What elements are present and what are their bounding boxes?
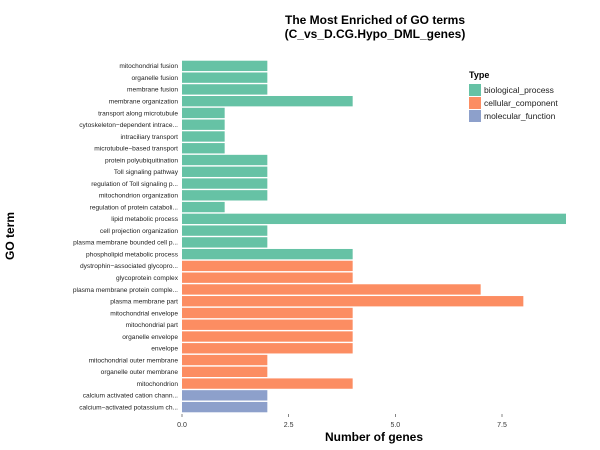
bars-group [182,60,566,413]
category-label: glycoprotein complex [116,275,179,282]
category-label: cell projection organization [100,228,178,235]
category-label: mitochondrion organization [99,193,179,200]
legend: Type biological_process cellular_componen… [469,70,558,122]
bar [182,260,353,272]
category-label: mitochondrial fusion [119,63,178,70]
category-label: mitochondrial part [126,322,179,329]
bar [182,390,268,401]
bar [182,331,353,342]
category-label: organelle outer membrane [101,369,179,376]
category-label: protein polyubiquitination [105,157,178,164]
category-label: plasma membrane protein comple... [73,287,178,294]
category-label: transport along microtubule [98,110,178,117]
category-label: Toll signaling pathway [114,169,179,176]
legend-swatch [469,110,481,122]
category-label: mitochondrial envelope [110,310,178,317]
bar [182,178,268,189]
bar [182,201,225,213]
category-labels: mitochondrial fusion organelle fusion memb… [73,63,179,411]
bar [182,72,268,83]
x-tick-label: 2.5 [284,422,294,429]
bar [182,96,353,107]
category-label: membrane organization [109,98,179,105]
category-label: phospholipid metabolic process [86,251,179,258]
legend-label: biological_process [484,85,554,95]
bar [182,107,225,119]
bar [182,366,268,377]
category-label: mitochondrial outer membrane [89,357,179,364]
category-label: organelle envelope [122,334,178,341]
chart-title-line2: (C_vs_D.CG.Hypo_DML_genes) [285,27,466,41]
bar [182,190,268,201]
category-label: membrane fusion [127,87,178,94]
y-axis-title: GO term [3,212,17,260]
category-label: cytoskeleton−dependent intrace... [79,122,178,129]
category-label: envelope [151,346,178,353]
category-label: plasma membrane part [110,299,178,306]
category-label: calcium−activated potassium ch... [79,404,178,411]
legend-title: Type [469,70,489,80]
x-axis-ticks: 0.0 2.5 5.0 7.5 [177,414,507,429]
bar [182,307,353,319]
bar [182,354,268,366]
legend-swatch [469,97,481,109]
category-label: regulation of Toll signaling p... [91,181,178,188]
category-label: calcium activated cation chann... [83,393,178,400]
category-label: regulation of protein cataboli... [90,204,179,211]
bar [182,343,353,354]
bar [182,119,225,130]
bar [182,319,353,330]
category-label: dystrophin−associated glycopro... [80,263,178,270]
bar [182,272,353,283]
category-label: microtubule−based transport [94,146,178,153]
category-label: plasma membrane bounded cell p... [73,240,178,247]
bar [182,213,566,225]
x-tick-label: 5.0 [390,422,400,429]
bar [182,401,268,413]
category-label: mitochondrion [137,381,179,388]
category-label: lipid metabolic process [111,216,178,223]
bar [182,284,481,295]
bar [182,225,268,236]
legend-swatch [469,84,481,96]
bar [182,378,353,389]
bar [182,237,268,248]
bar [182,154,268,166]
x-tick-label: 7.5 [497,422,507,429]
category-label: intraciliary transport [120,134,178,141]
bar [182,166,268,177]
chart-title-line1: The Most Enriched of GO terms [285,13,465,27]
bar [182,60,268,72]
bar [182,296,524,307]
bar [182,248,353,260]
bar [182,143,225,154]
x-axis-title: Number of genes [325,430,423,444]
bar [182,131,225,142]
bar [182,84,268,95]
x-tick-label: 0.0 [177,422,187,429]
legend-label: cellular_component [484,98,558,108]
category-label: organelle fusion [131,75,178,82]
legend-label: molecular_function [484,111,556,121]
